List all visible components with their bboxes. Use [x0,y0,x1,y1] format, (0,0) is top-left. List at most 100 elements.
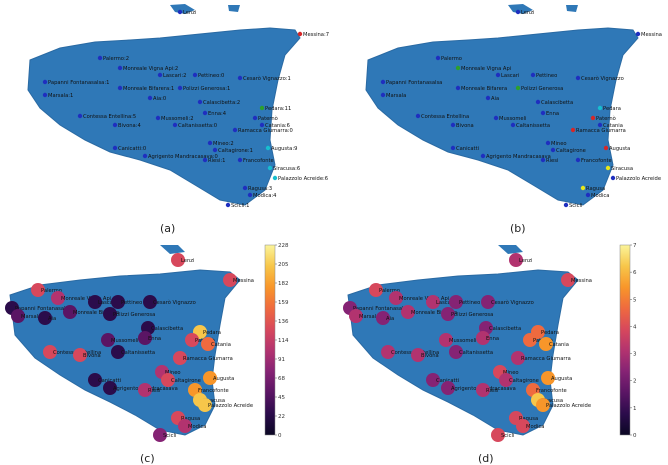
node-polizzi-generosa-1: Polizzi Generosa:1 [177,85,230,92]
colorbar-tick: 5 [633,297,637,303]
nodes-a: Lenzi Messina:7 Palermo:2 Monreale Vigna Ap… [42,9,329,209]
node-marker [177,85,183,91]
node-label: Scicli:1 [231,203,249,209]
node-marker [450,145,456,151]
panel-c: Lenzi Messina Palermo Monreale Vigna Api Las… [0,240,330,465]
node-monreale-vigna-api: Monreale Vigna Api [51,291,111,305]
node-label: Ragusa:3 [248,186,272,192]
node-ragusa: Ragusa [580,185,605,192]
node-marker [197,99,203,105]
colorbar-tick: 1 [633,406,637,412]
node-label: Papanni Fontanasalsa [386,80,442,86]
node-marker [580,185,586,191]
node-enna: Enna [476,331,499,345]
node-label: Agrigento Mandracasava [486,154,551,160]
node-label: Augusta:9 [271,146,297,152]
node-label: Augusta [213,376,234,382]
node-canicatti: Canicatti [450,145,479,152]
node-mussomeli: Mussomeli [101,333,138,347]
node-marker [117,85,123,91]
node-scicli: Scicli [563,202,582,209]
nodes-b: Lenzi Messina Palermo Monreale Vigna ApiLas… [380,9,662,209]
colorbar-tick: 0 [278,433,282,439]
node-cesar-vignazzo-1: Cesarò Vignazzo:1 [237,75,291,82]
node-marker [435,55,441,61]
node-francofonte: Francofonte [575,157,612,164]
node-label: Bivona [456,123,474,129]
node-marker [545,140,551,146]
map-b [365,4,639,206]
node-label: Catania [549,342,569,348]
node-patern-: Paternò [590,115,616,122]
node-label: Pedara [603,106,621,112]
node-ramacca-giumarra: Ramacca Giumarra [570,127,626,134]
node-label: Lenzi [521,10,534,16]
node-marker [535,99,541,105]
node-siracusa-6: Siracusa:6 [267,165,300,172]
node-bivona: Bivona [73,348,101,362]
colorbar-tick: 6 [633,270,637,276]
node-marker [499,373,513,387]
node-label: Palermo [41,288,62,294]
node-caltagirone-1: Caltagirone:1 [212,147,253,154]
node-label: Mussomeli [499,116,526,122]
node-label: Francofonte [536,388,567,394]
node-palermo: Palermo [369,283,400,297]
node-label: Pedara [541,330,559,336]
node-marker [171,253,185,267]
node-messina: Messina [635,31,662,38]
node-marker [237,157,243,163]
node-marker [88,373,102,387]
node-marker [177,9,183,15]
node-monreale-bifarera-1: Monreale Bifarera:1 [117,85,174,92]
node-palermo: Palermo [31,283,62,297]
node-label: Ragusa [519,416,538,422]
node-label: Augusta [551,376,572,382]
node-label: Modica [526,424,544,430]
node-catania: Catania [201,337,231,351]
node-label: Palazzolo Acreide [616,176,661,182]
node-label: Caltagirone [556,148,586,154]
colorbar-tick: 228 [278,243,289,249]
node-caltanissetta: Caltanissetta [510,122,550,129]
node-label: Mineo [165,370,181,376]
node-lenzi: Lenzi [177,9,196,16]
node-label: Francofonte [581,158,612,164]
colorbar-tick: 3 [633,352,637,358]
node-marker [138,331,152,345]
node-polizzi-generosa: Polizzi Generosa [103,307,155,321]
node-cesar-vignazzo: Cesarò Vignazzo [481,295,534,309]
node-marker [511,351,525,365]
node-label: Calascibetta [541,100,573,106]
node-marker [495,72,501,78]
node-marker [252,115,258,121]
node-label: Cesarò Vignazzo [491,299,534,306]
node-label: Contessa Entellina [421,114,469,120]
node-mineo: Mineo [545,140,567,147]
node-marker [143,295,157,309]
node-marker [635,31,641,37]
node-marker [575,157,581,163]
node-marker [111,345,125,359]
node-label: Lascari [436,300,454,306]
node-label: Lenzi [183,10,196,16]
node-label: Aia [491,96,499,102]
node-label: Cesarò Vignazzo [581,75,624,82]
node-label: Aia:0 [153,96,166,102]
node-ramacca-giumarra: Ramacca Giumarra [173,351,233,365]
node-marker [561,273,575,287]
node-label: Ragusa [181,416,200,422]
node-label: Monreale Vigna Api [461,66,511,72]
node-label: Palermo [379,288,400,294]
node-label: Mineo [551,141,567,147]
node-label: Scicli [569,203,582,209]
colorbar-tick: 182 [278,281,289,287]
node-marker [203,371,217,385]
node-label: Mussomeli [449,338,476,344]
node-label: Modica [591,193,609,199]
node-pedara: Pedara [597,105,621,112]
node-marker [426,373,440,387]
node-label: Pettineo:0 [198,73,224,79]
node-label: Mineo:2 [213,141,234,147]
node-marker [575,75,581,81]
